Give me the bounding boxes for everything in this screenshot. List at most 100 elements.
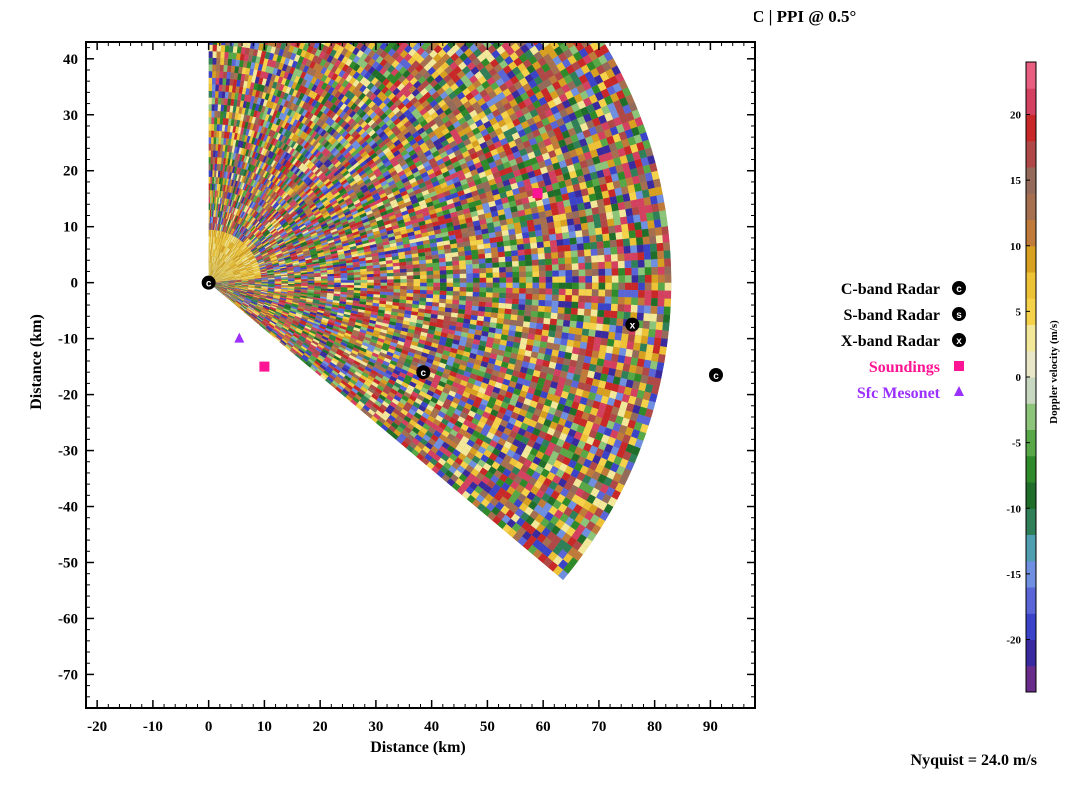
velocity-gate bbox=[250, 246, 257, 252]
velocity-gate bbox=[441, 82, 451, 92]
velocity-gate bbox=[396, 82, 405, 91]
velocity-gate bbox=[337, 144, 345, 152]
velocity-gate bbox=[375, 63, 384, 72]
velocity-gate bbox=[488, 67, 498, 77]
velocity-gate bbox=[379, 154, 388, 162]
velocity-gate bbox=[229, 125, 234, 133]
velocity-gate bbox=[256, 243, 263, 249]
velocity-gate bbox=[241, 236, 247, 243]
velocity-gate bbox=[506, 70, 516, 80]
velocity-gate bbox=[237, 250, 243, 256]
velocity-gate bbox=[232, 207, 236, 215]
velocity-gate bbox=[256, 222, 262, 229]
velocity-gate bbox=[352, 123, 361, 131]
velocity-gate bbox=[253, 152, 259, 160]
velocity-gate bbox=[212, 271, 216, 278]
velocity-gate bbox=[232, 46, 238, 53]
velocity-gate bbox=[286, 123, 293, 131]
velocity-gate bbox=[394, 99, 402, 107]
velocity-gate bbox=[390, 95, 399, 104]
velocity-gate bbox=[423, 91, 432, 100]
velocity-gate bbox=[374, 158, 382, 166]
velocity-gate bbox=[247, 232, 253, 239]
velocity-gate bbox=[395, 142, 404, 150]
velocity-gate bbox=[243, 80, 248, 88]
velocity-gate bbox=[235, 126, 239, 134]
velocity-gate bbox=[267, 94, 274, 102]
velocity-gate bbox=[229, 251, 234, 257]
velocity-gate bbox=[281, 106, 287, 114]
velocity-gate bbox=[228, 45, 234, 53]
velocity-gate bbox=[284, 168, 291, 176]
velocity-gate bbox=[243, 155, 248, 163]
velocity-gate bbox=[262, 148, 268, 156]
velocity-gate bbox=[233, 230, 238, 237]
velocity-gate bbox=[288, 198, 295, 205]
velocity-gate bbox=[277, 216, 284, 222]
velocity-gate bbox=[319, 145, 326, 153]
velocity-gate bbox=[348, 76, 357, 85]
velocity-gate bbox=[493, 63, 503, 73]
velocity-gate bbox=[218, 91, 222, 98]
velocity-gate bbox=[308, 90, 315, 98]
velocity-gate bbox=[208, 84, 213, 91]
velocity-gate bbox=[347, 118, 355, 126]
velocity-gate bbox=[275, 82, 281, 91]
velocity-gate bbox=[364, 63, 372, 72]
velocity-gate bbox=[282, 201, 289, 208]
velocity-gate bbox=[283, 185, 290, 192]
velocity-gate bbox=[253, 83, 259, 91]
velocity-gate bbox=[350, 120, 358, 128]
velocity-gate bbox=[287, 146, 293, 154]
velocity-gate bbox=[248, 48, 255, 56]
velocity-gate bbox=[215, 258, 219, 265]
velocity-gate bbox=[211, 143, 214, 151]
velocity-gate bbox=[208, 163, 211, 171]
velocity-gate bbox=[257, 63, 263, 71]
velocity-gate bbox=[241, 87, 247, 95]
velocity-gate bbox=[216, 258, 220, 265]
velocity-gate bbox=[514, 47, 525, 58]
velocity-gate bbox=[215, 243, 217, 251]
velocity-gate bbox=[265, 164, 271, 172]
velocity-gate bbox=[222, 264, 228, 269]
velocity-gate bbox=[291, 60, 298, 69]
velocity-gate bbox=[387, 64, 396, 74]
velocity-gate bbox=[296, 136, 303, 145]
velocity-gate bbox=[426, 95, 435, 104]
velocity-gate bbox=[286, 101, 293, 109]
velocity-gate bbox=[218, 269, 224, 275]
velocity-gate bbox=[351, 95, 359, 103]
velocity-gate bbox=[306, 189, 314, 196]
velocity-gate bbox=[247, 185, 252, 193]
velocity-gate bbox=[286, 72, 293, 81]
velocity-gate bbox=[220, 231, 224, 239]
velocity-gate bbox=[269, 182, 276, 190]
velocity-gate bbox=[258, 132, 263, 140]
velocity-gate bbox=[259, 216, 265, 223]
velocity-gate bbox=[286, 178, 292, 185]
velocity-gate bbox=[219, 151, 223, 158]
velocity-gate bbox=[218, 137, 222, 145]
velocity-gate bbox=[255, 205, 261, 212]
velocity-gate bbox=[421, 41, 430, 51]
velocity-gate bbox=[240, 196, 245, 204]
velocity-gate bbox=[210, 256, 212, 263]
velocity-gate bbox=[369, 162, 377, 169]
velocity-gate bbox=[343, 123, 351, 131]
velocity-gate bbox=[403, 61, 412, 70]
velocity-gate bbox=[215, 197, 218, 204]
velocity-gate bbox=[228, 192, 231, 200]
velocity-gate bbox=[397, 102, 406, 111]
velocity-gate bbox=[390, 68, 399, 77]
velocity-gate bbox=[341, 140, 349, 148]
velocity-gate bbox=[250, 41, 256, 50]
velocity-gate bbox=[316, 191, 324, 198]
velocity-gate bbox=[264, 231, 271, 237]
velocity-gate bbox=[227, 259, 233, 265]
velocity-gate bbox=[317, 103, 324, 111]
velocity-gate bbox=[268, 206, 274, 213]
velocity-gate bbox=[356, 167, 364, 174]
velocity-gate bbox=[219, 117, 224, 125]
velocity-gate bbox=[459, 52, 469, 62]
